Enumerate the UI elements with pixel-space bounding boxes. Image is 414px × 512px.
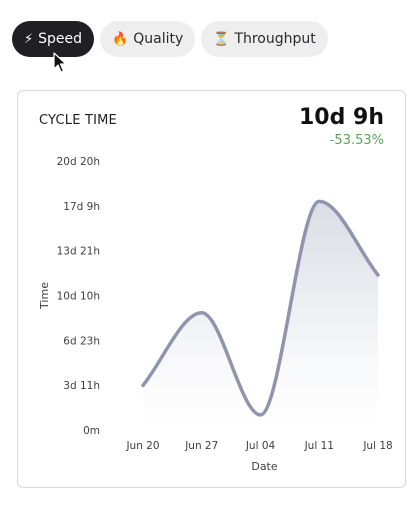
lightning-icon: ⚡ [24,31,34,47]
cycle-time-chart: 0m 3d 11h 6d 23h 10d 10h 13d 21h 17d 9h 20d 20… [38,156,393,473]
card-title: CYCLE TIME [39,113,117,128]
x-tick-label: Jun 27 [184,440,218,452]
x-tick-label: Jul 18 [362,440,392,452]
y-tick-label: 3d 11h [63,380,100,392]
y-axis-label: Time [38,282,51,310]
cycle-time-area [143,201,378,430]
y-tick-label: 6d 23h [63,335,100,347]
y-tick-label: 17d 9h [63,201,100,213]
metric-tabs: ⚡ Speed 🔥 Quality ⏳ Throughput [12,21,328,57]
cycle-time-delta: -53.53% [329,133,384,148]
y-tick-label: 13d 21h [57,246,100,258]
tab-speed[interactable]: ⚡ Speed [12,21,95,57]
tab-quality-label: Quality [133,31,184,47]
y-tick-label: 0m [83,425,100,437]
x-axis-label: Date [251,460,278,473]
x-tick-label: Jul 11 [304,440,334,452]
fire-icon: 🔥 [112,31,129,47]
tab-throughput[interactable]: ⏳ Throughput [201,21,328,57]
cycle-time-card: CYCLE TIME 10d 9h -53.53% 0m 3d 11h 6d 23h… [17,90,406,488]
tab-speed-label: Speed [38,31,83,47]
x-tick-label: Jul 04 [245,440,276,452]
tab-quality[interactable]: 🔥 Quality [100,21,196,57]
hourglass-icon: ⏳ [213,31,230,47]
tab-throughput-label: Throughput [234,31,316,47]
mouse-cursor-icon [53,52,67,73]
y-tick-label: 20d 20h [57,156,100,168]
cycle-time-line [141,199,380,417]
cycle-time-value: 10d 9h [299,105,384,130]
x-tick-label: Jun 20 [125,440,159,452]
y-tick-label: 10d 10h [57,291,100,303]
